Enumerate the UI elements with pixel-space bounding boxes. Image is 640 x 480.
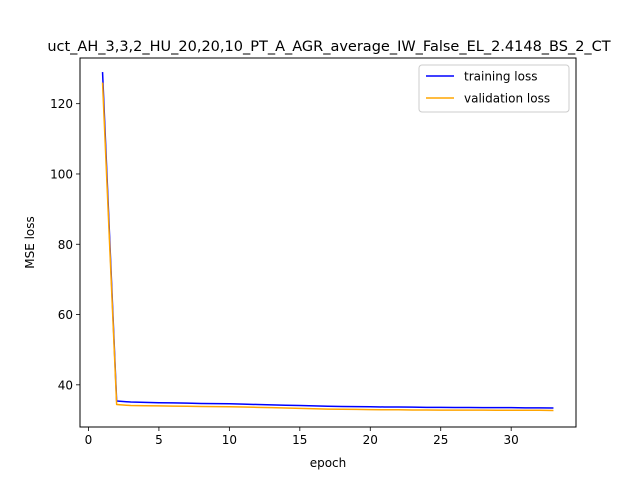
legend-frame [418,64,570,113]
x-tick-label: 20 [363,433,378,447]
y-axis-label: MSE loss [23,216,37,269]
legend-label-validation: validation loss [464,92,550,106]
x-tick-label: 0 [85,433,93,447]
y-axis-ticks: 40 60 80 100 120 [50,97,80,392]
legend-label-training: training loss [464,70,537,84]
series-line-training [101,72,554,409]
x-tick-label: 15 [292,433,307,447]
legend: training loss validation loss [418,64,570,113]
series-line-validation [101,82,554,412]
x-tick-label: 5 [155,433,163,447]
x-tick-label: 30 [504,433,519,447]
x-tick-label: 10 [222,433,237,447]
chart-title: uct_AH_3,3,2_HU_20,20,10_PT_A_AGR_averag… [47,39,610,55]
x-tick-label: 25 [433,433,448,447]
y-tick-label: 120 [50,97,73,111]
plot-area [79,57,577,428]
y-tick-label: 100 [50,167,73,181]
y-tick-label: 80 [58,238,73,252]
y-tick-label: 40 [58,378,73,392]
plot-frame [79,57,577,428]
x-axis-label: epoch [310,456,347,470]
y-tick-label: 60 [58,308,73,322]
x-axis-ticks: 0 5 10 15 20 25 30 [85,427,519,447]
series-layer [101,72,554,412]
